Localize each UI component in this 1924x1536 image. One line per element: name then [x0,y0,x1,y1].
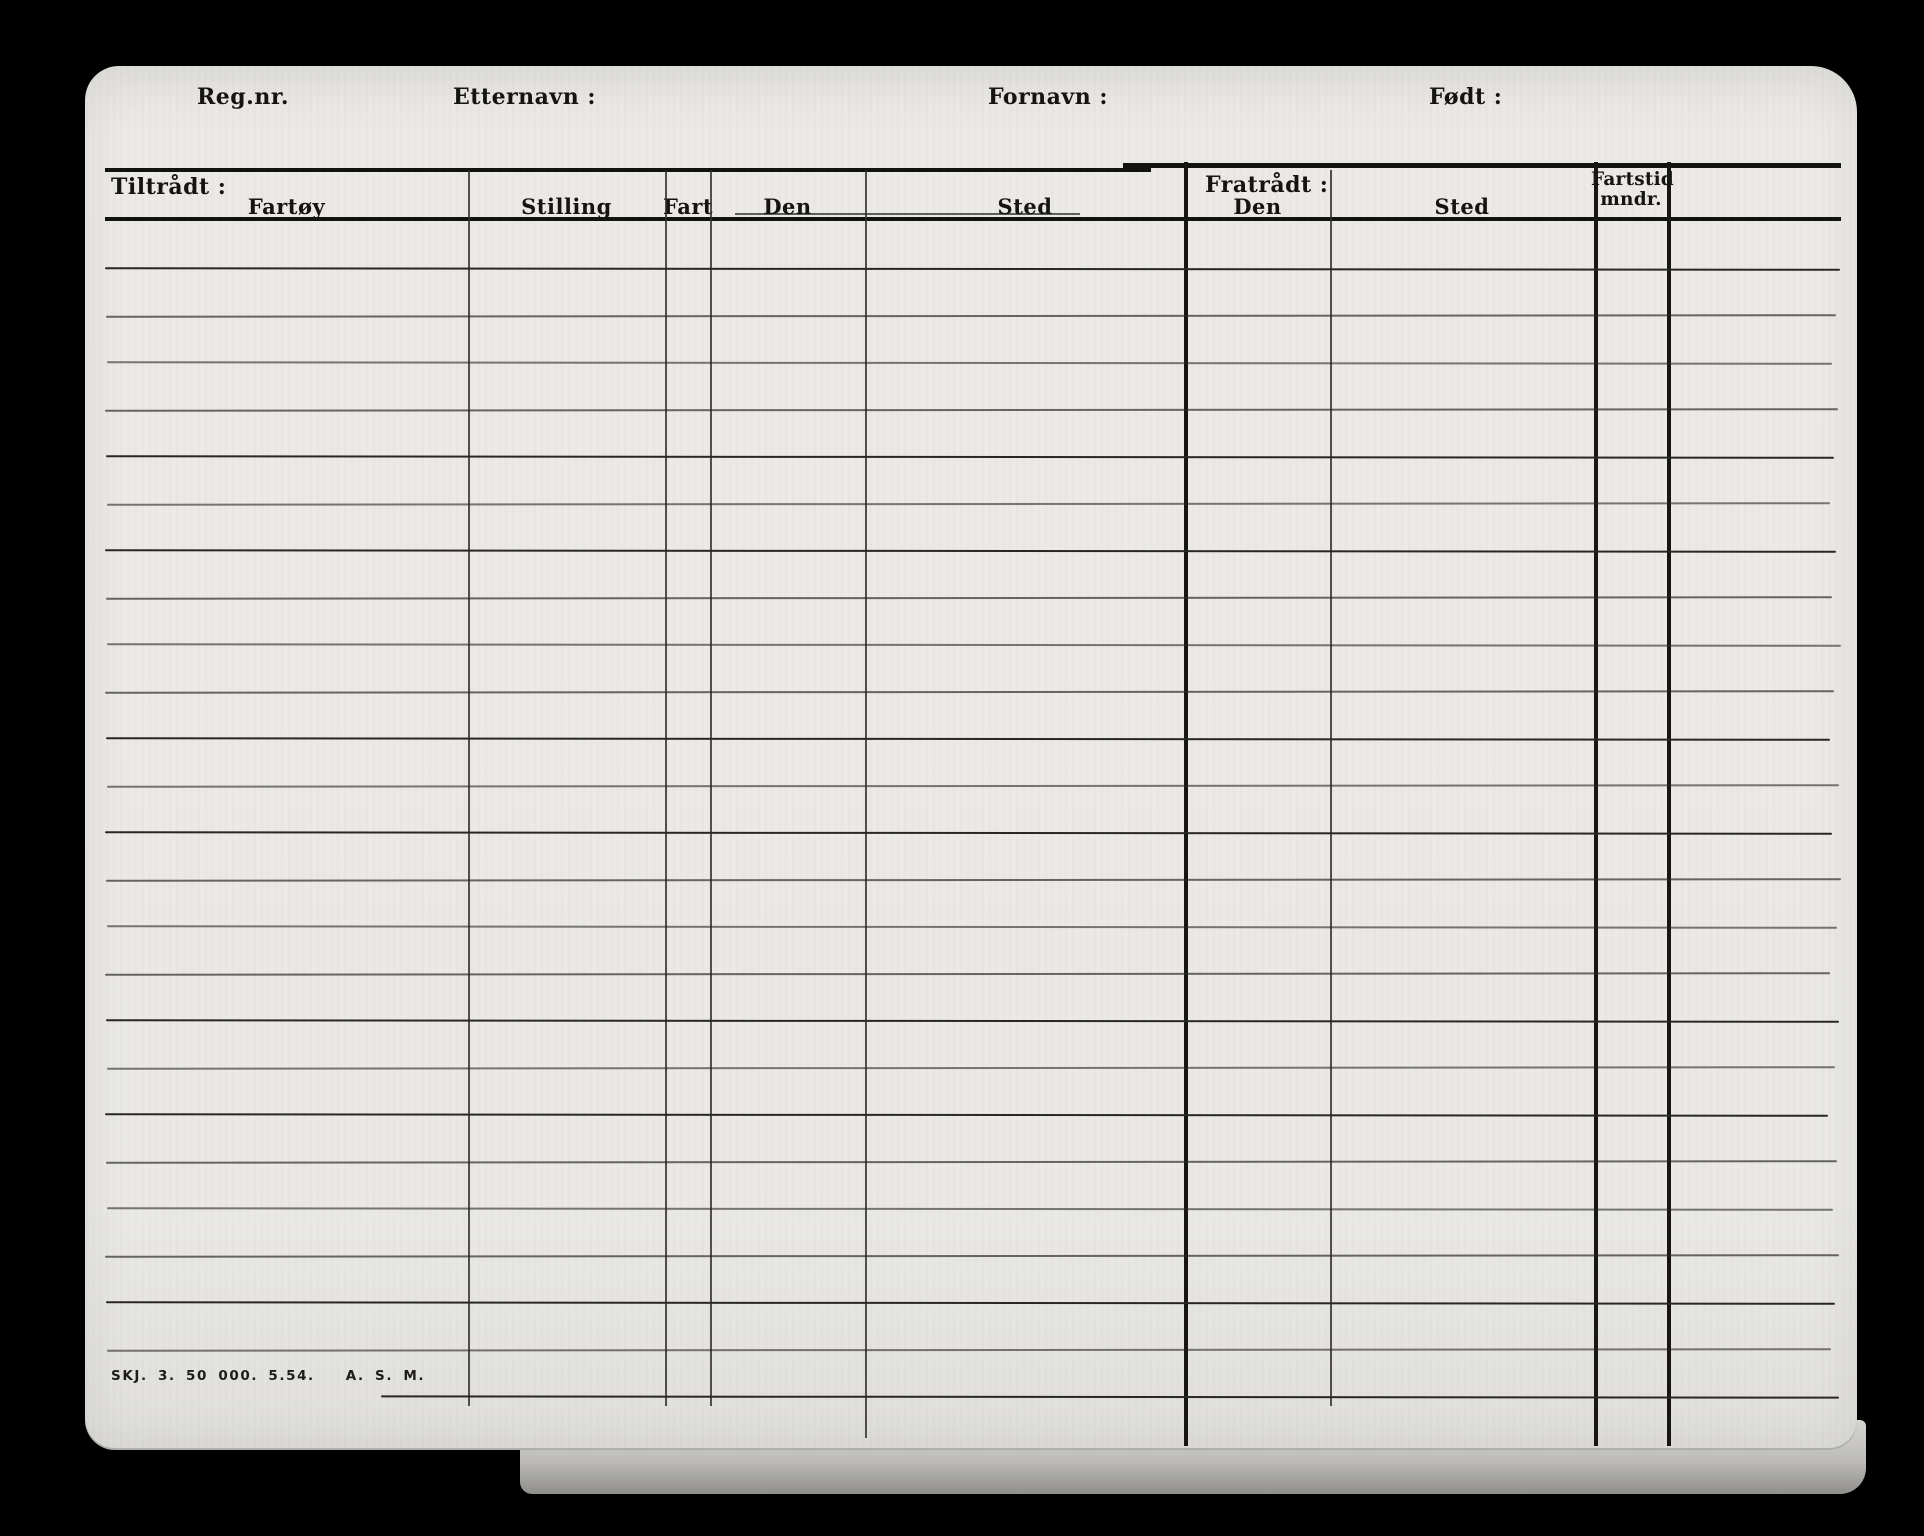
column-header-stilling: Stilling [521,194,612,219]
tiltradt-label: Tiltrådt : [111,174,227,200]
fodt-label: Født : [1429,84,1503,110]
ruled-line [104,690,1835,694]
fratradt-label: Fratrådt : [1205,172,1329,198]
column-header-den: Den [763,194,812,219]
divider-fartoy-stilling [468,170,470,1406]
ruled-line [105,1019,1840,1023]
etternavn-label: Etternavn : [453,84,596,110]
ruled-line [105,596,1833,600]
ruled-line [104,408,1839,412]
divider-fart-den [710,170,712,1406]
ruled-line [106,1207,1834,1211]
ruled-line [105,878,1842,882]
header-bottom-rule [105,217,1841,221]
column-header-fartoy: Fartøy [247,194,326,219]
ruled-line [104,972,1831,976]
fartstid-line1: Fartstid [1591,169,1674,190]
column-header-fratradt-sted: Sted [1434,194,1490,219]
divider-stilling-fart [665,170,667,1406]
ruled-line [104,549,1837,553]
ruled-line [105,455,1835,459]
column-header-sted: Sted [997,194,1053,219]
ruled-line [106,502,1831,506]
ruled-line [106,784,1840,788]
ruled-line [104,831,1833,835]
column-header-fartstid: Fartstid mndr. [1591,169,1674,210]
fartstid-line2: mndr. [1600,189,1662,210]
column-header-fart: Fart [663,194,714,219]
registry-card: Reg.nr. Etternavn : Fornavn : Født : Til… [85,66,1857,1450]
ruled-line [106,1066,1836,1070]
column-header-fratradt-den: Den [1233,194,1282,219]
header-top-rule-right [1123,163,1841,168]
header-top-rule-left [105,168,1151,172]
header-bottom-rule-ghost [735,213,1080,215]
divider-den-sted [865,170,867,1438]
ruled-line [106,1348,1832,1352]
ruled-line [106,925,1838,929]
divider-fratradt-den-sted [1330,170,1332,1406]
ruled-line [105,314,1837,318]
fornavn-label: Fornavn : [988,84,1108,110]
ruled-line [106,361,1833,365]
divider-sted-fartstid [1594,162,1598,1446]
ruled-line [106,643,1842,647]
ruled-line [104,1254,1840,1258]
corner-fold [85,66,98,78]
ruled-line [105,1160,1838,1164]
ruled-line [105,1301,1836,1305]
ruled-line [105,737,1831,741]
print-imprint: SKJ. 3. 50 000. 5.54. A. S. M. [111,1368,426,1384]
divider-fartstid-blank [1667,162,1671,1446]
divider-tiltradt-fratradt [1184,162,1188,1446]
ruled-line-partial [380,1395,1840,1399]
regnr-label: Reg.nr. [197,84,290,110]
ruled-line [104,267,1841,271]
ruled-line [104,1113,1829,1117]
